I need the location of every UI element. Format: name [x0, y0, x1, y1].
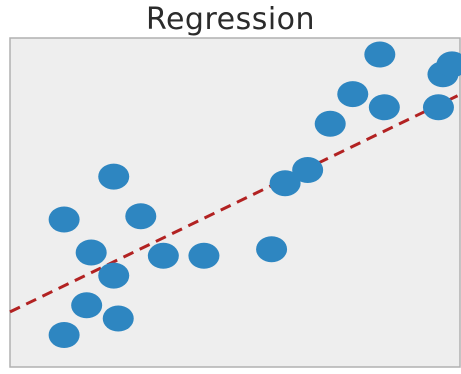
data-point [48, 206, 80, 233]
regression-line-layer [9, 92, 461, 314]
data-point [102, 305, 134, 332]
data-point [147, 242, 179, 269]
data-point [256, 236, 288, 263]
data-point [436, 51, 461, 78]
data-point [337, 81, 369, 108]
data-point [188, 242, 220, 269]
data-point [71, 292, 103, 319]
data-point [75, 239, 107, 266]
chart-title: Regression [145, 2, 316, 37]
data-point [422, 94, 454, 121]
plot-area [9, 37, 461, 368]
data-points [48, 41, 461, 348]
data-point [364, 41, 396, 68]
data-point [125, 203, 157, 230]
data-point [269, 170, 301, 197]
data-point [98, 163, 130, 190]
data-point [368, 94, 400, 121]
data-point [292, 157, 324, 183]
regression-line [9, 92, 461, 314]
data-point [48, 322, 80, 348]
data-point [314, 110, 346, 137]
data-point [98, 262, 130, 289]
